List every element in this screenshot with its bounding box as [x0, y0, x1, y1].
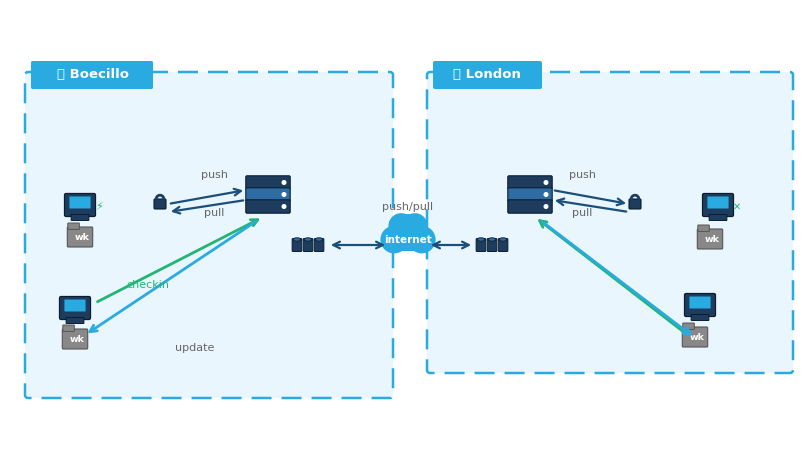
Circle shape: [282, 193, 286, 196]
Text: 🏠 London: 🏠 London: [453, 69, 521, 81]
Text: 🏠 Boecillo: 🏠 Boecillo: [57, 69, 129, 81]
FancyBboxPatch shape: [682, 327, 708, 347]
FancyBboxPatch shape: [63, 325, 75, 331]
FancyBboxPatch shape: [292, 238, 302, 252]
FancyBboxPatch shape: [68, 223, 79, 229]
FancyBboxPatch shape: [697, 225, 710, 232]
Text: wk: wk: [70, 334, 84, 344]
FancyBboxPatch shape: [689, 297, 710, 308]
Circle shape: [381, 226, 408, 253]
Ellipse shape: [305, 238, 312, 241]
Circle shape: [544, 205, 548, 208]
FancyBboxPatch shape: [697, 229, 723, 249]
FancyBboxPatch shape: [683, 323, 694, 329]
FancyBboxPatch shape: [31, 61, 153, 89]
Circle shape: [282, 181, 286, 184]
Text: pull: pull: [204, 208, 224, 218]
Circle shape: [282, 205, 286, 208]
Text: wk: wk: [689, 333, 705, 342]
FancyBboxPatch shape: [709, 214, 727, 221]
FancyBboxPatch shape: [508, 188, 552, 201]
FancyBboxPatch shape: [498, 238, 508, 252]
Circle shape: [389, 213, 414, 238]
FancyBboxPatch shape: [684, 293, 715, 317]
Circle shape: [544, 181, 548, 184]
FancyBboxPatch shape: [154, 199, 166, 209]
Text: push: push: [201, 170, 228, 180]
Text: internet: internet: [384, 235, 432, 245]
FancyBboxPatch shape: [508, 176, 552, 189]
FancyBboxPatch shape: [707, 197, 728, 208]
FancyBboxPatch shape: [245, 200, 290, 213]
Circle shape: [408, 226, 436, 253]
FancyBboxPatch shape: [25, 72, 393, 398]
Text: push/pull: push/pull: [382, 202, 433, 212]
FancyBboxPatch shape: [70, 197, 91, 208]
Text: pull: pull: [573, 208, 593, 218]
FancyBboxPatch shape: [702, 193, 734, 217]
Text: update: update: [175, 343, 215, 353]
Ellipse shape: [499, 238, 507, 241]
Text: checkin: checkin: [126, 280, 169, 290]
FancyBboxPatch shape: [691, 314, 709, 320]
FancyBboxPatch shape: [67, 227, 92, 247]
FancyBboxPatch shape: [433, 61, 542, 89]
FancyBboxPatch shape: [487, 238, 497, 252]
FancyBboxPatch shape: [59, 297, 91, 319]
FancyBboxPatch shape: [303, 238, 313, 252]
FancyBboxPatch shape: [245, 188, 290, 201]
FancyBboxPatch shape: [71, 214, 89, 221]
Ellipse shape: [488, 238, 496, 241]
Ellipse shape: [477, 238, 484, 241]
FancyBboxPatch shape: [31, 61, 153, 89]
FancyBboxPatch shape: [65, 299, 86, 312]
Circle shape: [390, 214, 426, 251]
FancyBboxPatch shape: [476, 238, 486, 252]
FancyBboxPatch shape: [629, 199, 641, 209]
Text: wk: wk: [75, 233, 89, 242]
Circle shape: [390, 214, 426, 251]
Text: ⚡: ⚡: [95, 202, 103, 212]
FancyBboxPatch shape: [62, 329, 87, 349]
Ellipse shape: [315, 238, 323, 241]
Text: push: push: [569, 170, 596, 180]
FancyBboxPatch shape: [508, 200, 552, 213]
FancyBboxPatch shape: [66, 318, 84, 324]
Text: wk: wk: [705, 234, 719, 243]
FancyBboxPatch shape: [65, 193, 96, 217]
FancyBboxPatch shape: [427, 72, 793, 373]
Circle shape: [403, 213, 428, 238]
Circle shape: [544, 193, 548, 196]
FancyBboxPatch shape: [387, 233, 428, 251]
Text: ✕: ✕: [733, 202, 741, 212]
FancyBboxPatch shape: [314, 238, 324, 252]
Ellipse shape: [293, 238, 301, 241]
FancyBboxPatch shape: [245, 176, 290, 189]
